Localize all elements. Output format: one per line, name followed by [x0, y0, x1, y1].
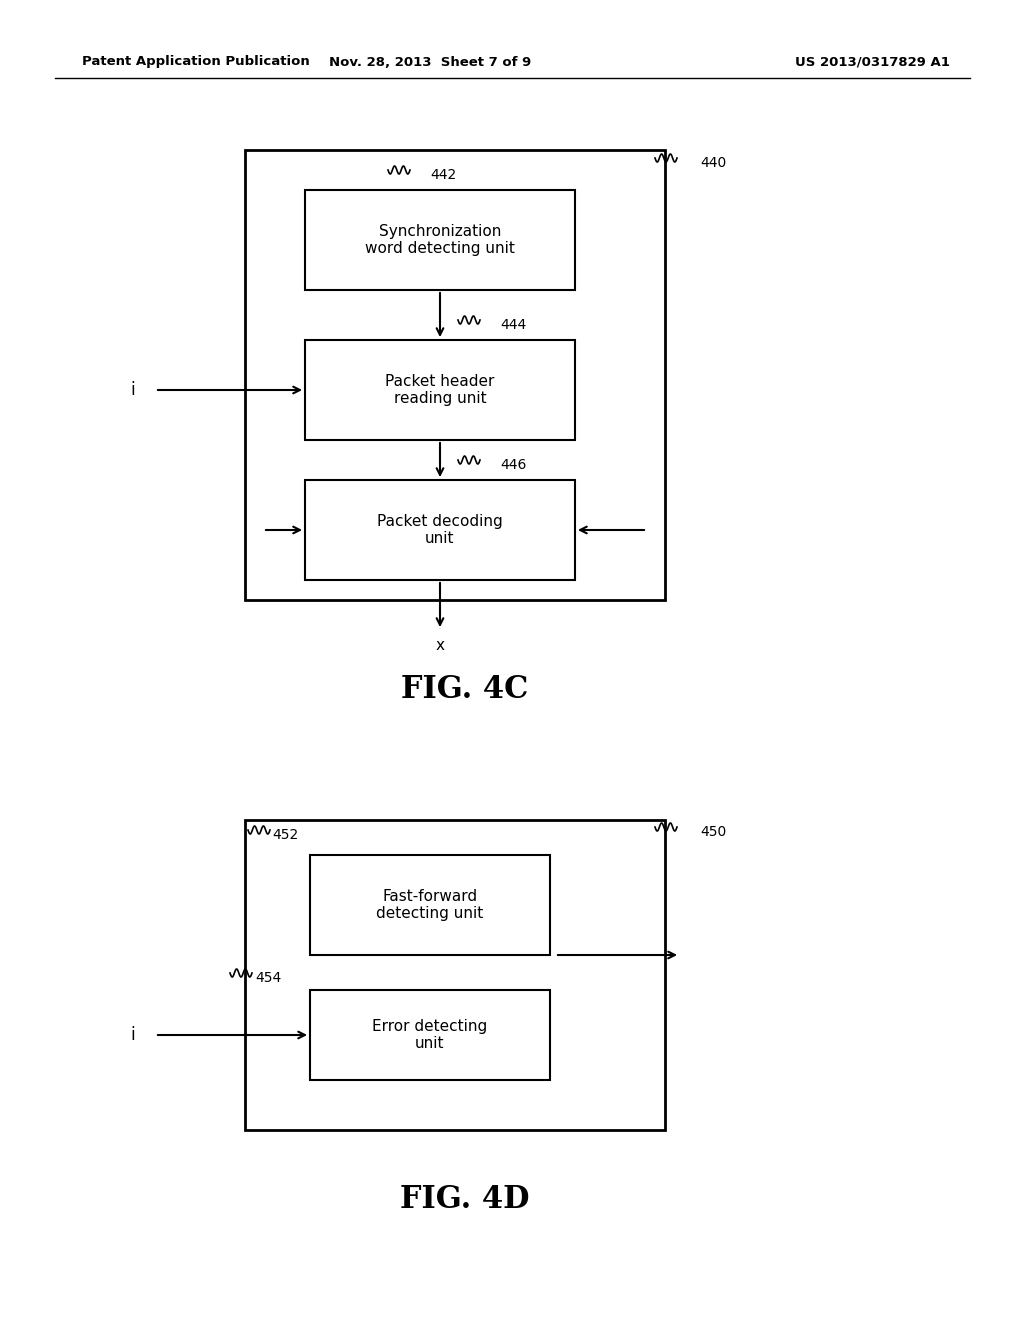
- Text: Packet decoding
unit: Packet decoding unit: [377, 513, 503, 546]
- Text: US 2013/0317829 A1: US 2013/0317829 A1: [795, 55, 950, 69]
- Bar: [305, 480, 575, 579]
- Bar: [310, 855, 550, 954]
- Text: 442: 442: [430, 168, 457, 182]
- Bar: [305, 190, 575, 290]
- Text: i: i: [130, 1026, 135, 1044]
- Text: Patent Application Publication: Patent Application Publication: [82, 55, 309, 69]
- Text: 446: 446: [500, 458, 526, 473]
- Text: 440: 440: [700, 156, 726, 170]
- Text: 452: 452: [272, 828, 298, 842]
- Text: 450: 450: [700, 825, 726, 840]
- Text: i: i: [130, 381, 135, 399]
- Text: 454: 454: [255, 972, 282, 985]
- Text: Synchronization
word detecting unit: Synchronization word detecting unit: [366, 224, 515, 256]
- Bar: [245, 150, 665, 601]
- Bar: [305, 341, 575, 440]
- Text: Nov. 28, 2013  Sheet 7 of 9: Nov. 28, 2013 Sheet 7 of 9: [329, 55, 531, 69]
- Text: Packet header
reading unit: Packet header reading unit: [385, 374, 495, 407]
- Text: Error detecting
unit: Error detecting unit: [373, 1019, 487, 1051]
- Text: 444: 444: [500, 318, 526, 333]
- Text: FIG. 4D: FIG. 4D: [400, 1184, 529, 1216]
- Text: FIG. 4C: FIG. 4C: [401, 675, 528, 705]
- Text: x: x: [435, 638, 444, 652]
- Bar: [310, 990, 550, 1080]
- Text: Fast-forward
detecting unit: Fast-forward detecting unit: [377, 888, 483, 921]
- Bar: [245, 820, 665, 1130]
